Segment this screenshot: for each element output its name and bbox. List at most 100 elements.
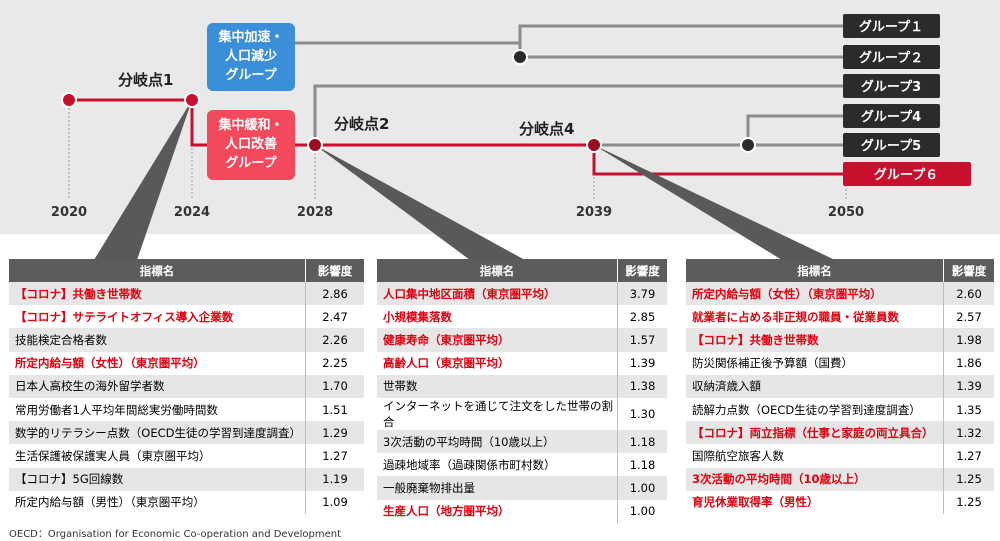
node-branch-4	[586, 137, 602, 153]
impact-score: 1.98	[943, 328, 994, 352]
indicator-name: 国際航空旅客人数	[686, 444, 944, 468]
table-row: 健康寿命（東京圏平均） 1.57	[377, 328, 667, 352]
impact-score: 1.25	[943, 467, 994, 491]
table-row: 世帯数 1.38	[377, 374, 667, 398]
group-box-upper-line2: 人口減少	[225, 48, 277, 64]
year-2050: 2050	[828, 205, 864, 220]
table-body: 【コロナ】共働き世帯数 2.86 【コロナ】サテライトオフィス導入企業数 2.47 技能…	[9, 282, 364, 514]
table-header-score: 影響度	[305, 259, 364, 282]
indicator-name: 読解力点数（OECD生徒の学習到達度調査）	[686, 397, 944, 422]
table-row: 高齢人口（東京圏平均） 1.39	[377, 351, 667, 375]
nodes	[61, 49, 756, 153]
group-4-label: グループ4	[861, 109, 921, 125]
impact-score: 1.70	[305, 374, 364, 398]
impact-score: 2.85	[617, 305, 667, 329]
table-header-score: 影響度	[943, 259, 994, 282]
indicator-name: 3次活動の平均時間（10歳以上）	[686, 467, 944, 491]
table-row: 防災関係補正後予算額（国費） 1.86	[686, 351, 994, 375]
node-gray-upper	[512, 49, 528, 65]
table-body: 所定内給与額（女性）（東京圏平均） 2.60 就業者に占める非正規の職員・従業員数 2…	[686, 282, 994, 514]
group-3-box	[843, 74, 940, 98]
table-row: 【コロナ】共働き世帯数 1.98	[686, 328, 994, 352]
group-box-lower-line3: グループ	[225, 155, 277, 171]
impact-score: 1.25	[943, 490, 994, 514]
indicator-name: 小規模集落数	[377, 305, 618, 329]
group-3-label: グループ3	[861, 79, 921, 95]
impact-score: 1.27	[305, 444, 364, 468]
impact-score: 2.25	[305, 351, 364, 375]
impact-score: 2.47	[305, 305, 364, 329]
group-labels: グループ１ グループ２ グループ3 グループ4 グループ5 グループ６	[843, 14, 971, 186]
table-row: 技能検定合格者数 2.26	[9, 328, 364, 352]
branch-point-4-label: 分岐点4	[519, 120, 574, 138]
impact-score: 1.19	[305, 467, 364, 491]
impact-score: 1.09	[305, 490, 364, 514]
impact-score: 1.00	[617, 499, 667, 523]
indicator-name: 一般廃棄物排出量	[377, 476, 618, 500]
group-1-label: グループ１	[859, 19, 923, 35]
indicator-name: 高齢人口（東京圏平均）	[377, 351, 618, 375]
impact-score: 1.86	[943, 351, 994, 375]
gray-branches	[290, 24, 843, 147]
indicator-table-1: 指標名 影響度 【コロナ】共働き世帯数 2.86 【コロナ】サテライトオフィス導入企…	[9, 259, 364, 514]
table-row: 【コロナ】サテライトオフィス導入企業数 2.47	[9, 305, 364, 329]
indicator-name: 育児休業取得率（男性）	[686, 490, 944, 514]
group-5-label: グループ5	[861, 138, 921, 154]
impact-score: 1.18	[617, 453, 667, 477]
table-row: 人口集中地区面積（東京圏平均） 3.79	[377, 282, 667, 306]
indicator-name: 健康寿命（東京圏平均）	[377, 328, 618, 352]
table-row: 常用労働者1人平均年間総実労働時間数 1.51	[9, 397, 364, 422]
footnote: OECD：Organisation for Economic Co-operat…	[9, 529, 342, 540]
impact-score: 1.32	[943, 421, 994, 445]
year-2024: 2024	[174, 205, 210, 220]
table-row: 3次活動の平均時間（10歳以上） 1.25	[686, 467, 994, 491]
table-row: 【コロナ】5G回線数 1.19	[9, 467, 364, 491]
year-labels: 2020 2024 2028 2039 2050	[51, 205, 864, 220]
group-4-box	[843, 104, 940, 128]
indicator-name: 人口集中地区面積（東京圏平均）	[377, 282, 618, 306]
impact-score: 3.79	[617, 282, 667, 306]
indicator-name: 常用労働者1人平均年間総実労働時間数	[9, 397, 306, 422]
impact-score: 1.29	[305, 421, 364, 445]
indicator-name: 3次活動の平均時間（10歳以上）	[377, 429, 618, 454]
node-gray-lower	[740, 137, 756, 153]
table-row: 就業者に占める非正規の職員・従業員数 2.57	[686, 305, 994, 329]
table-row: インターネットを通じて注文をした世帯の割合 1.30	[377, 397, 667, 430]
impact-score: 2.86	[305, 282, 364, 306]
indicator-name: 数学的リテラシー点数（OECD生徒の学習到達度調査）	[9, 421, 306, 445]
indicator-name: 所定内給与額（男性）（東京圏平均）	[9, 490, 306, 514]
indicator-name: 所定内給与額（女性）（東京圏平均）	[686, 282, 944, 306]
indicator-name: 【コロナ】5G回線数	[9, 467, 306, 491]
branch-point-2-label: 分岐点2	[334, 115, 389, 133]
table-row: 所定内給与額（男性）（東京圏平均） 1.09	[9, 490, 364, 514]
impact-score: 1.39	[943, 374, 994, 398]
impact-score: 1.51	[305, 397, 364, 422]
group-box-upper-line1: 集中加速・	[217, 29, 283, 45]
indicator-name: 【コロナ】サテライトオフィス導入企業数	[9, 305, 306, 329]
indicator-table-3: 指標名 影響度 所定内給与額（女性）（東京圏平均） 2.60 就業者に占める非正規の…	[686, 259, 994, 514]
table-body: 人口集中地区面積（東京圏平均） 3.79 小規模集落数 2.85 健康寿命（東京圏平均）…	[377, 282, 667, 523]
callout-cones	[94, 100, 835, 260]
indicator-name: 所定内給与額（女性）（東京圏平均）	[9, 351, 306, 375]
indicator-name: インターネットを通じて注文をした世帯の割合	[377, 397, 618, 430]
table-row: 国際航空旅客人数 1.27	[686, 444, 994, 468]
table-row: 小規模集落数 2.85	[377, 305, 667, 329]
table-header-name: 指標名	[686, 259, 944, 282]
table-row: 一般廃棄物排出量 1.00	[377, 476, 667, 500]
table-row: 【コロナ】両立指標（仕事と家庭の両立具合） 1.32	[686, 421, 994, 445]
indicator-name: 就業者に占める非正規の職員・従業員数	[686, 305, 944, 329]
group-2-box	[843, 45, 940, 69]
table-row: 育児休業取得率（男性） 1.25	[686, 490, 994, 514]
year-2020: 2020	[51, 205, 87, 220]
table-row: 過疎地域率（過疎関係市町村数） 1.18	[377, 453, 667, 477]
indicator-name: 日本人高校生の海外留学者数	[9, 374, 306, 398]
branch-point-1-label: 分岐点1	[118, 71, 173, 89]
impact-score: 1.30	[617, 397, 667, 430]
table-row: 収納済歳入額 1.39	[686, 374, 994, 398]
red-branches	[69, 98, 843, 176]
table-row: 生産人口（地方圏平均） 1.00	[377, 499, 667, 523]
group-5-box	[843, 133, 940, 157]
group-box-lower-line1: 集中緩和・	[217, 117, 283, 133]
indicator-name: 過疎地域率（過疎関係市町村数）	[377, 453, 618, 477]
